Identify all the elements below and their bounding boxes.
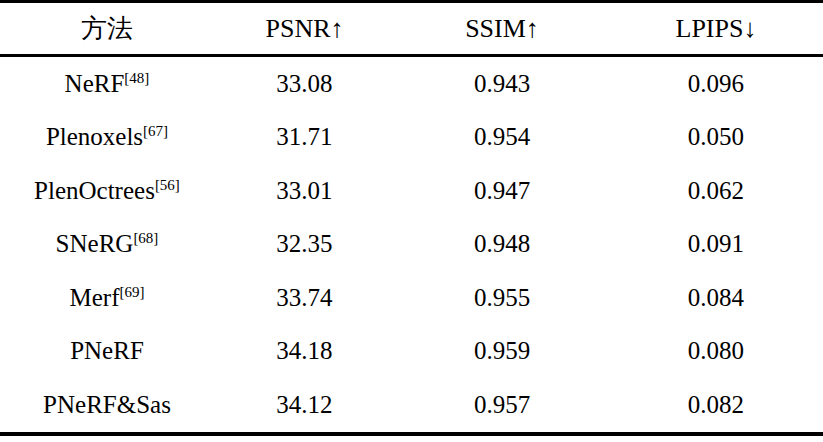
ssim-cell: 0.948 (395, 218, 609, 272)
citation-ref: [56] (155, 176, 180, 192)
ssim-cell: 0.947 (395, 164, 609, 218)
ssim-cell: 0.959 (395, 325, 609, 379)
psnr-cell: 31.71 (214, 111, 395, 165)
ssim-cell: 0.954 (395, 111, 609, 165)
ssim-cell: 0.957 (395, 378, 609, 434)
lpips-cell: 0.080 (609, 325, 823, 379)
column-header-ssim: SSIM↑ (395, 2, 609, 56)
method-name: Merf (69, 284, 119, 311)
method-cell: Plenoxels[67] (0, 111, 214, 165)
table-row: Plenoxels[67]31.710.9540.050 (0, 111, 823, 165)
method-name: PlenOctrees (34, 177, 155, 204)
table-row: PNeRF 34.180.9590.080 (0, 325, 823, 379)
table-row: PNeRF&Sas 34.120.9570.082 (0, 378, 823, 434)
lpips-cell: 0.091 (609, 218, 823, 272)
table-row: PlenOctrees[56]33.010.9470.062 (0, 164, 823, 218)
method-cell: SNeRG[68] (0, 218, 214, 272)
table-body: NeRF[48]33.080.9430.096Plenoxels[67]31.7… (0, 56, 823, 434)
lpips-cell: 0.062 (609, 164, 823, 218)
psnr-cell: 34.12 (214, 378, 395, 434)
psnr-cell: 33.74 (214, 271, 395, 325)
table-row: NeRF[48]33.080.9430.096 (0, 56, 823, 111)
psnr-cell: 34.18 (214, 325, 395, 379)
header-row: 方法 PSNR↑ SSIM↑ LPIPS↓ (0, 2, 823, 56)
citation-ref: [68] (133, 230, 158, 246)
method-name: Plenoxels (46, 123, 143, 150)
method-name: PNeRF&Sas (43, 391, 171, 418)
citation-ref: [67] (143, 123, 168, 139)
psnr-cell: 33.08 (214, 56, 395, 111)
method-cell: PlenOctrees[56] (0, 164, 214, 218)
ssim-cell: 0.955 (395, 271, 609, 325)
method-cell: Merf[69] (0, 271, 214, 325)
method-cell: PNeRF (0, 325, 214, 379)
lpips-cell: 0.084 (609, 271, 823, 325)
column-header-method: 方法 (0, 2, 214, 56)
ssim-cell: 0.943 (395, 56, 609, 111)
method-name: NeRF (65, 70, 125, 97)
lpips-cell: 0.082 (609, 378, 823, 434)
column-header-lpips: LPIPS↓ (609, 2, 823, 56)
method-name: PNeRF (70, 337, 144, 364)
psnr-cell: 32.35 (214, 218, 395, 272)
methods-comparison-table: 方法 PSNR↑ SSIM↑ LPIPS↓ NeRF[48]33.080.943… (0, 0, 823, 436)
citation-ref: [48] (124, 69, 149, 85)
psnr-cell: 33.01 (214, 164, 395, 218)
lpips-cell: 0.096 (609, 56, 823, 111)
column-header-psnr: PSNR↑ (214, 2, 395, 56)
table-row: SNeRG[68]32.350.9480.091 (0, 218, 823, 272)
method-name: SNeRG (56, 230, 134, 257)
table-row: Merf[69]33.740.9550.084 (0, 271, 823, 325)
method-cell: NeRF[48] (0, 56, 214, 111)
method-cell: PNeRF&Sas (0, 378, 214, 434)
citation-ref: [69] (119, 283, 144, 299)
lpips-cell: 0.050 (609, 111, 823, 165)
